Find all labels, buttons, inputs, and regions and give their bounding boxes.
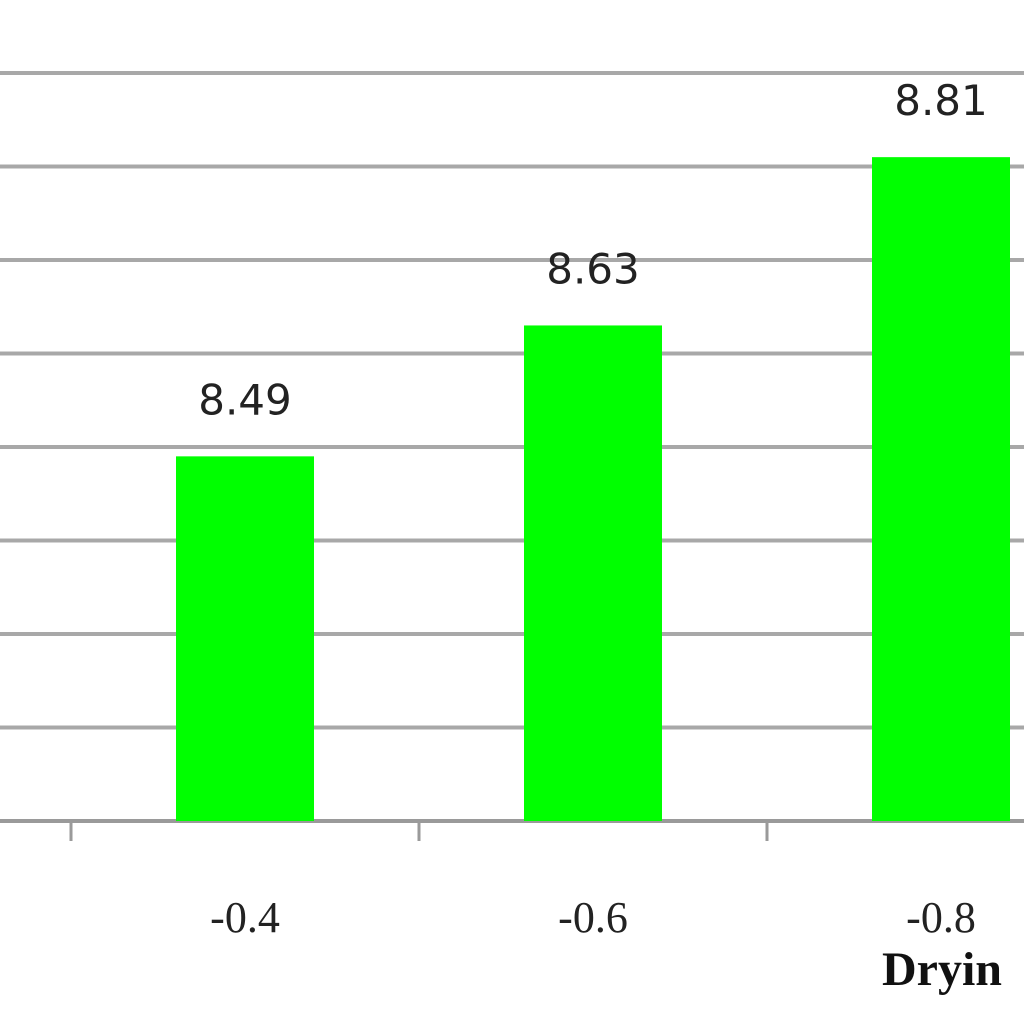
bar--0.8 — [872, 157, 1010, 821]
data-label: 8.63 — [546, 244, 640, 293]
x-tick-label: -0.8 — [906, 893, 976, 942]
x-tick-label: -0.4 — [210, 893, 280, 942]
labels: 8.49 -0.4 8.63 -0.6 8.81 -0.8 — [198, 76, 988, 942]
x-axis-title: Dryin — [882, 943, 1002, 996]
bars — [176, 157, 1010, 821]
bar--0.6 — [524, 325, 662, 821]
gridlines — [0, 71, 1024, 823]
data-label: 8.49 — [198, 375, 292, 424]
x-axis — [69, 821, 769, 841]
x-tick-label: -0.6 — [558, 893, 628, 942]
data-label: 8.81 — [894, 76, 988, 125]
bar--0.4 — [176, 456, 314, 821]
